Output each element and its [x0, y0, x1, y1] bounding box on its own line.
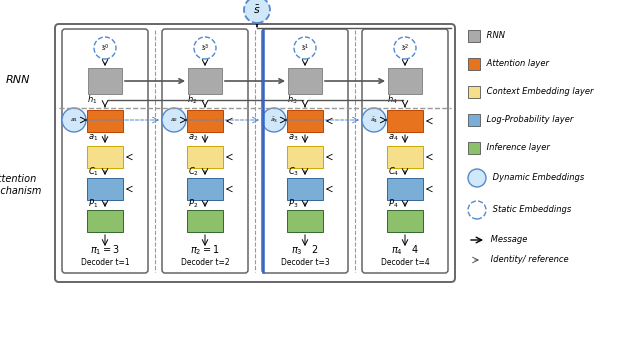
- Text: $\bar{s}^0$: $\bar{s}^0$: [100, 42, 109, 54]
- Text: $P_1$: $P_1$: [88, 198, 98, 210]
- FancyBboxPatch shape: [287, 146, 323, 168]
- FancyBboxPatch shape: [87, 178, 123, 200]
- FancyBboxPatch shape: [62, 29, 148, 273]
- FancyBboxPatch shape: [387, 146, 423, 168]
- Text: Static Embeddings: Static Embeddings: [490, 206, 572, 215]
- Text: $a_2$: $a_2$: [170, 116, 178, 124]
- Text: Context Embedding layer: Context Embedding layer: [484, 88, 593, 97]
- Text: $P_4$: $P_4$: [388, 198, 399, 210]
- Text: $\bar{a}_3$: $\bar{a}_3$: [270, 116, 278, 125]
- FancyBboxPatch shape: [387, 210, 423, 232]
- FancyBboxPatch shape: [187, 110, 223, 132]
- FancyBboxPatch shape: [87, 110, 123, 132]
- FancyBboxPatch shape: [187, 210, 223, 232]
- Text: $\bar{s}^1$: $\bar{s}^1$: [301, 42, 309, 54]
- Text: $\bar{a}_4$: $\bar{a}_4$: [370, 116, 378, 125]
- Text: $\pi_3 \quad 2$: $\pi_3 \quad 2$: [291, 243, 319, 257]
- FancyBboxPatch shape: [468, 58, 480, 70]
- Text: $a_4$: $a_4$: [388, 133, 399, 143]
- FancyBboxPatch shape: [87, 146, 123, 168]
- Circle shape: [262, 108, 286, 132]
- Text: $\bar{s}^3$: $\bar{s}^3$: [201, 42, 209, 54]
- Text: $C_1$: $C_1$: [88, 166, 99, 178]
- Text: $P_3$: $P_3$: [288, 198, 298, 210]
- FancyBboxPatch shape: [262, 29, 348, 273]
- Text: $h_4$: $h_4$: [387, 94, 397, 106]
- Text: RNN: RNN: [484, 31, 505, 40]
- Text: RNN: RNN: [6, 75, 30, 85]
- FancyBboxPatch shape: [388, 68, 422, 94]
- FancyBboxPatch shape: [55, 24, 455, 282]
- FancyBboxPatch shape: [468, 142, 480, 154]
- FancyBboxPatch shape: [387, 178, 423, 200]
- FancyBboxPatch shape: [187, 178, 223, 200]
- Text: $h_2$: $h_2$: [187, 94, 198, 106]
- FancyBboxPatch shape: [88, 68, 122, 94]
- FancyBboxPatch shape: [468, 114, 480, 126]
- Text: $C_2$: $C_2$: [188, 166, 199, 178]
- Text: Decoder t=3: Decoder t=3: [280, 258, 330, 267]
- Text: $C_3$: $C_3$: [288, 166, 299, 178]
- Text: $h_1$: $h_1$: [87, 94, 97, 106]
- FancyBboxPatch shape: [362, 29, 448, 273]
- Text: Attention layer: Attention layer: [484, 59, 549, 69]
- FancyBboxPatch shape: [188, 68, 222, 94]
- FancyBboxPatch shape: [287, 210, 323, 232]
- Text: Attention
Mechanism: Attention Mechanism: [0, 174, 42, 196]
- FancyBboxPatch shape: [287, 178, 323, 200]
- Text: $P_2$: $P_2$: [188, 198, 198, 210]
- Text: $\pi_2 = 1$: $\pi_2 = 1$: [190, 243, 220, 257]
- Circle shape: [62, 108, 86, 132]
- Text: Decoder t=4: Decoder t=4: [381, 258, 429, 267]
- Text: Identity/ reference: Identity/ reference: [488, 256, 568, 265]
- Text: $a_1$: $a_1$: [70, 116, 78, 124]
- FancyBboxPatch shape: [387, 110, 423, 132]
- FancyBboxPatch shape: [468, 86, 480, 98]
- Text: $C_4$: $C_4$: [388, 166, 399, 178]
- Text: $\pi_1 = 3$: $\pi_1 = 3$: [90, 243, 120, 257]
- FancyBboxPatch shape: [187, 146, 223, 168]
- Circle shape: [394, 37, 416, 59]
- Text: $h_3$: $h_3$: [287, 94, 298, 106]
- Circle shape: [162, 108, 186, 132]
- FancyBboxPatch shape: [287, 110, 323, 132]
- Text: $\bar{s}^2$: $\bar{s}^2$: [401, 42, 409, 54]
- Text: Decoder t=1: Decoder t=1: [81, 258, 129, 267]
- FancyBboxPatch shape: [162, 29, 248, 273]
- Circle shape: [294, 37, 316, 59]
- Circle shape: [468, 169, 486, 187]
- Circle shape: [194, 37, 216, 59]
- Text: $a_3$: $a_3$: [288, 133, 298, 143]
- Text: Message: Message: [488, 236, 527, 245]
- FancyBboxPatch shape: [87, 210, 123, 232]
- Text: $\pi_4 \quad 4$: $\pi_4 \quad 4$: [391, 243, 419, 257]
- Text: Log-Probability layer: Log-Probability layer: [484, 116, 573, 125]
- Text: $\bar{s}$: $\bar{s}$: [253, 4, 261, 16]
- Circle shape: [362, 108, 386, 132]
- Text: $a_2$: $a_2$: [188, 133, 198, 143]
- FancyBboxPatch shape: [288, 68, 322, 94]
- Text: Decoder t=2: Decoder t=2: [180, 258, 229, 267]
- FancyBboxPatch shape: [468, 30, 480, 42]
- Text: Dynamic Embeddings: Dynamic Embeddings: [490, 174, 584, 183]
- Circle shape: [244, 0, 270, 23]
- Text: $a_1$: $a_1$: [88, 133, 99, 143]
- Circle shape: [94, 37, 116, 59]
- Text: Inference layer: Inference layer: [484, 144, 550, 152]
